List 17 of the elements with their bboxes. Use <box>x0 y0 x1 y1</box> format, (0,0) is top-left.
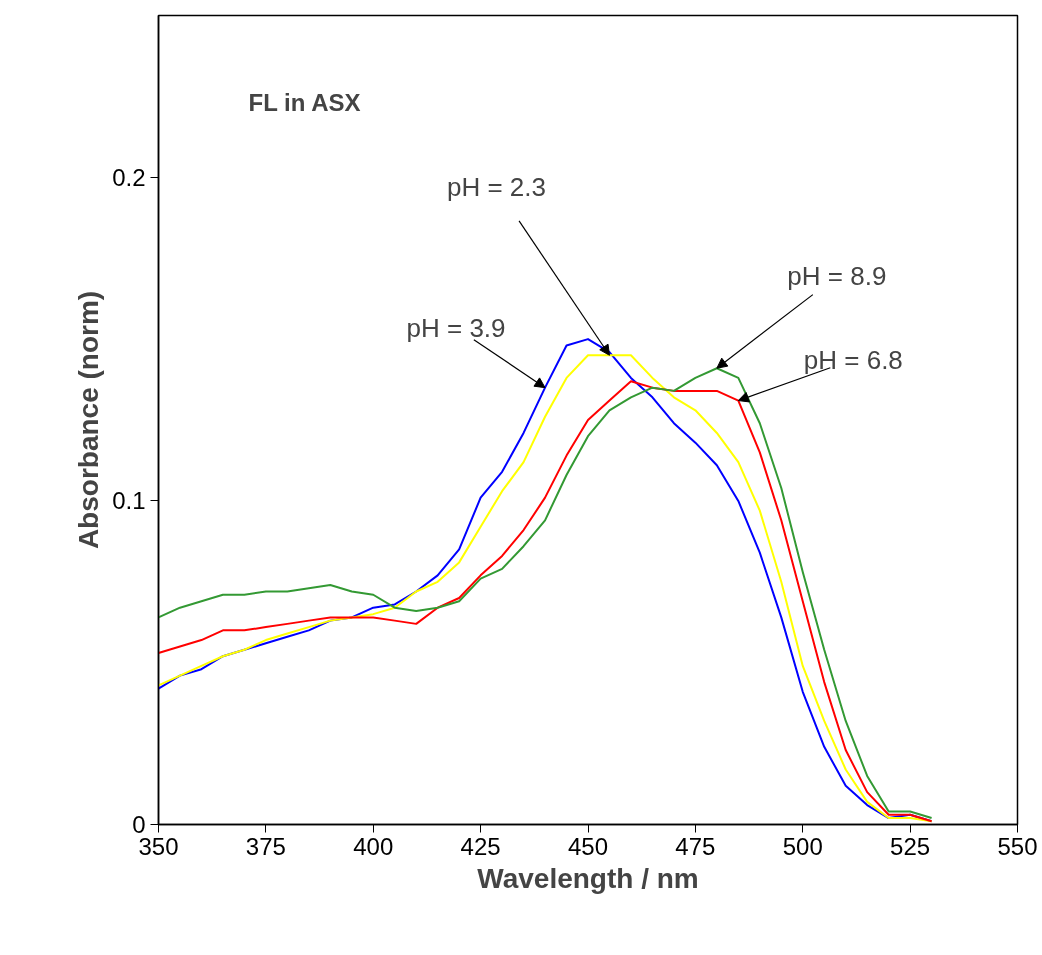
x-tick-label: 425 <box>460 832 501 860</box>
x-tick-label: 475 <box>675 832 716 860</box>
x-tick-label: 500 <box>782 832 823 860</box>
x-tick-label: 525 <box>890 832 931 860</box>
x-tick-label: 375 <box>245 832 286 860</box>
x-tick-label: 400 <box>353 832 394 860</box>
text: pH = 6.8 <box>803 344 903 375</box>
x-tick-label: 450 <box>567 832 609 860</box>
y-tick-label: 0.1 <box>112 487 146 515</box>
y-tick-label: 0.2 <box>112 163 146 191</box>
text: pH = 2.3 <box>446 172 546 203</box>
text: FL in ASX <box>248 88 361 116</box>
y-axis-title: Absorbance (norm) <box>73 290 105 550</box>
x-axis-title: Wavelength / nm <box>477 862 699 894</box>
x-tick-label: 550 <box>997 832 1038 860</box>
text: pH = 3.9 <box>406 312 506 343</box>
text: pH = 8.9 <box>787 261 887 292</box>
